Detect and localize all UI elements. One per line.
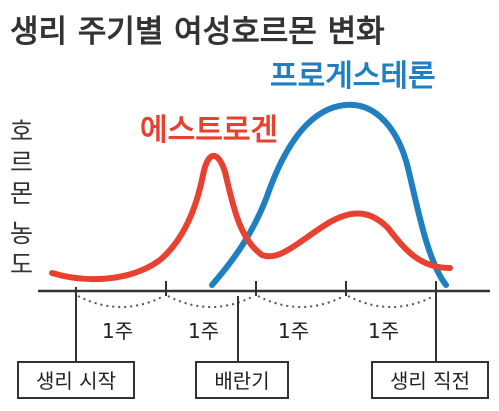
milestone-label-period-start: 생리 시작 xyxy=(36,369,116,393)
week-arc-4 xyxy=(347,295,435,308)
y-label-char-3: 몬 xyxy=(10,179,33,208)
week-arc-2 xyxy=(167,295,255,308)
estrogen-label: 에스트로겐 xyxy=(140,113,278,148)
milestone-ovulation: 배란기 xyxy=(195,361,289,399)
progesterone-label: 프로게스테론 xyxy=(270,59,436,94)
milestone-label-ovulation: 배란기 xyxy=(214,369,269,393)
milestone-box xyxy=(17,361,135,399)
milestone-pre-period: 생리 직전 xyxy=(371,361,489,399)
estrogen-curve xyxy=(49,152,453,283)
week-arc-1 xyxy=(77,295,165,308)
milestone-period-start: 생리 시작 xyxy=(17,361,135,399)
y-axis-label: 호 르 몬 농 도 xyxy=(10,117,33,279)
diagram-title: 생리 주기별 여성호르몬 변화 xyxy=(10,14,385,50)
y-label-char-4: 농 xyxy=(10,219,33,248)
week-arc-3 xyxy=(257,295,345,308)
axis-ticks xyxy=(75,281,437,296)
milestone-box xyxy=(371,361,489,399)
week-label-1: 1주 xyxy=(102,319,133,343)
week-label-4: 1주 xyxy=(368,319,399,343)
week-label-2: 1주 xyxy=(188,319,219,343)
progesterone-curve xyxy=(209,101,449,288)
milestone-box xyxy=(195,361,289,399)
milestone-label-pre-period: 생리 직전 xyxy=(390,369,470,393)
y-label-char-5: 도 xyxy=(10,250,33,279)
y-label-char-2: 르 xyxy=(10,148,33,177)
milestone-connectors xyxy=(75,296,437,362)
y-label-char-1: 호 xyxy=(10,117,33,146)
week-arcs xyxy=(77,295,435,308)
week-label-3: 1주 xyxy=(278,319,309,343)
